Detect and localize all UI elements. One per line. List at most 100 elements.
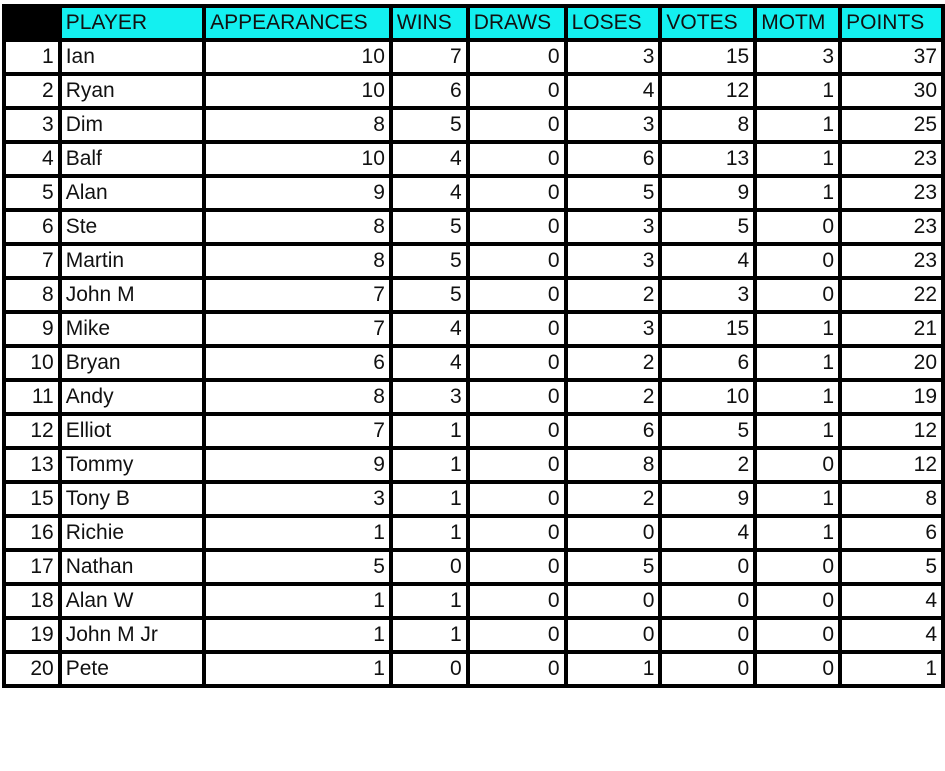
cell-points: 21 [838,310,945,348]
cell-votes: 2 [658,446,758,484]
cell-loses: 6 [563,140,663,178]
cell-draws: 0 [465,378,568,416]
cell-rank: 19 [2,616,62,654]
cell-draws: 0 [465,616,568,654]
table-row: 11 Andy 8 3 0 2 10 1 19 [2,378,945,416]
cell-votes: 8 [658,106,758,144]
cell-motm: 0 [753,616,843,654]
table-row: 17 Nathan 5 0 0 5 0 0 5 [2,548,945,586]
cell-appearances: 8 [202,378,393,416]
cell-points: 4 [838,616,945,654]
cell-points: 4 [838,582,945,620]
header-votes: VOTES [658,4,758,42]
cell-loses: 3 [563,310,663,348]
cell-player: Tony B [57,480,207,518]
cell-motm: 1 [753,378,843,416]
cell-wins: 1 [388,616,470,654]
cell-rank: 4 [2,140,62,178]
cell-points: 1 [838,650,945,688]
cell-votes: 5 [658,412,758,450]
cell-loses: 5 [563,548,663,586]
cell-points: 12 [838,412,945,450]
cell-player: Richie [57,514,207,552]
cell-loses: 1 [563,650,663,688]
cell-rank: 13 [2,446,62,484]
cell-wins: 1 [388,480,470,518]
cell-draws: 0 [465,514,568,552]
cell-player: Dim [57,106,207,144]
cell-player: Nathan [57,548,207,586]
table-row: 2 Ryan 10 6 0 4 12 1 30 [2,72,945,110]
cell-draws: 0 [465,242,568,280]
cell-points: 23 [838,140,945,178]
league-table: PLAYER APPEARANCES WINS DRAWS LOSES VOTES MOTM… [2,4,945,688]
cell-points: 30 [838,72,945,110]
cell-appearances: 8 [202,106,393,144]
cell-loses: 3 [563,208,663,246]
table-row: 7 Martin 8 5 0 3 4 0 23 [2,242,945,280]
cell-votes: 15 [658,310,758,348]
cell-rank: 16 [2,514,62,552]
cell-votes: 0 [658,650,758,688]
cell-votes: 15 [658,38,758,76]
cell-loses: 4 [563,72,663,110]
header-points: POINTS [838,4,945,42]
cell-draws: 0 [465,412,568,450]
header-player: PLAYER [57,4,207,42]
header-loses: LOSES [563,4,663,42]
cell-player: Ste [57,208,207,246]
cell-motm: 0 [753,650,843,688]
cell-rank: 1 [2,38,62,76]
cell-loses: 0 [563,514,663,552]
table-row: 5 Alan 9 4 0 5 9 1 23 [2,174,945,212]
cell-rank: 11 [2,378,62,416]
cell-rank: 18 [2,582,62,620]
cell-appearances: 10 [202,140,393,178]
cell-appearances: 9 [202,446,393,484]
table-row: 16 Richie 1 1 0 0 4 1 6 [2,514,945,552]
cell-points: 20 [838,344,945,382]
cell-rank: 15 [2,480,62,518]
cell-wins: 5 [388,106,470,144]
cell-motm: 3 [753,38,843,76]
cell-motm: 0 [753,548,843,586]
table-row: 13 Tommy 9 1 0 8 2 0 12 [2,446,945,484]
cell-appearances: 7 [202,412,393,450]
cell-motm: 1 [753,310,843,348]
cell-wins: 4 [388,344,470,382]
cell-rank: 9 [2,310,62,348]
cell-draws: 0 [465,174,568,212]
cell-loses: 3 [563,242,663,280]
cell-motm: 1 [753,174,843,212]
cell-appearances: 7 [202,276,393,314]
table-row: 10 Bryan 6 4 0 2 6 1 20 [2,344,945,382]
cell-rank: 5 [2,174,62,212]
cell-wins: 0 [388,548,470,586]
header-rank [2,4,62,42]
cell-rank: 2 [2,72,62,110]
cell-player: John M Jr [57,616,207,654]
cell-wins: 1 [388,514,470,552]
cell-draws: 0 [465,276,568,314]
table-row: 3 Dim 8 5 0 3 8 1 25 [2,106,945,144]
cell-wins: 7 [388,38,470,76]
cell-points: 6 [838,514,945,552]
cell-motm: 1 [753,344,843,382]
cell-appearances: 10 [202,38,393,76]
cell-loses: 2 [563,344,663,382]
cell-rank: 8 [2,276,62,314]
cell-points: 23 [838,242,945,280]
cell-votes: 6 [658,344,758,382]
cell-wins: 1 [388,446,470,484]
cell-loses: 0 [563,582,663,620]
cell-appearances: 1 [202,650,393,688]
cell-votes: 5 [658,208,758,246]
cell-motm: 1 [753,72,843,110]
cell-votes: 0 [658,582,758,620]
cell-appearances: 6 [202,344,393,382]
cell-wins: 5 [388,276,470,314]
cell-draws: 0 [465,446,568,484]
cell-loses: 6 [563,412,663,450]
cell-player: Pete [57,650,207,688]
